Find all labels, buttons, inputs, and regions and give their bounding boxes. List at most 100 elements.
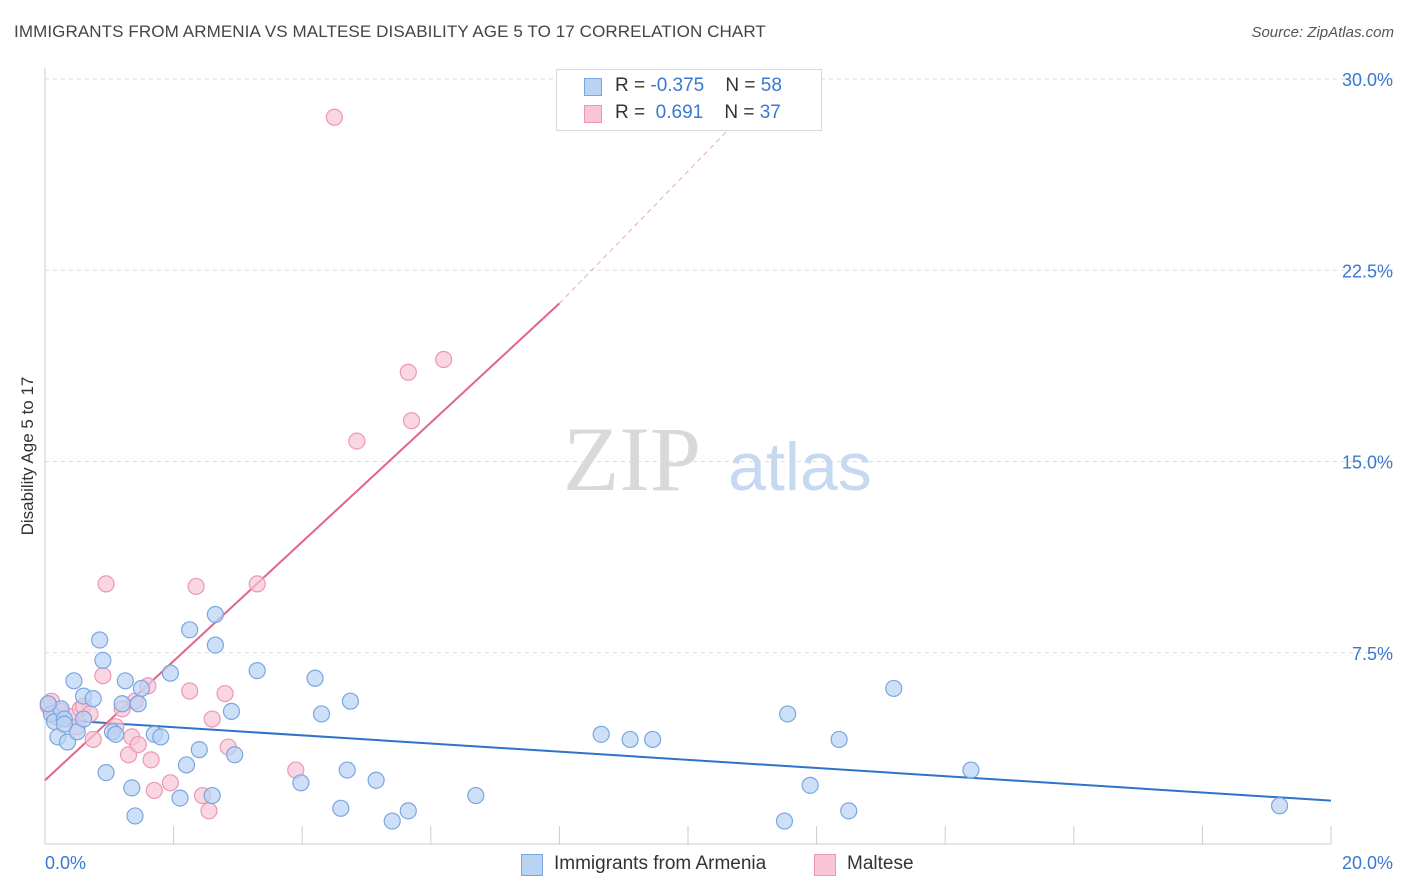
y-tick-label: 15.0% bbox=[1342, 453, 1393, 473]
data-point bbox=[467, 786, 485, 805]
watermark-atlas: atlas bbox=[728, 429, 872, 505]
source-credit: Source: ZipAtlas.com bbox=[1251, 24, 1394, 41]
data-point bbox=[74, 710, 93, 728]
data-point bbox=[383, 812, 401, 830]
data-point bbox=[142, 751, 160, 769]
chart-title: IMMIGRANTS FROM ARMENIA VS MALTESE DISAB… bbox=[14, 22, 766, 41]
data-point bbox=[181, 682, 199, 700]
watermark-zip: ZIP bbox=[563, 408, 701, 510]
stats-n-value: 58 bbox=[760, 75, 782, 96]
data-point bbox=[116, 672, 134, 690]
data-point bbox=[187, 577, 205, 596]
data-point bbox=[312, 705, 331, 723]
legend-swatch-maltese bbox=[814, 854, 836, 876]
data-point bbox=[152, 728, 170, 746]
data-point bbox=[190, 741, 208, 759]
x-tick-label: 20.0% bbox=[1342, 853, 1393, 873]
data-point bbox=[113, 695, 131, 713]
data-point bbox=[94, 667, 112, 685]
data-point bbox=[248, 661, 266, 680]
data-point bbox=[222, 702, 241, 721]
data-point bbox=[348, 432, 366, 450]
stats-r-value: -0.375 bbox=[650, 75, 705, 96]
stats-r-label: R = bbox=[615, 102, 651, 123]
data-point bbox=[84, 730, 102, 749]
stats-swatch-armenia bbox=[584, 78, 602, 96]
data-point bbox=[621, 730, 639, 749]
legend-swatch-armenia bbox=[521, 854, 543, 876]
trend-extension-maltese bbox=[559, 124, 734, 304]
data-point bbox=[592, 725, 610, 743]
y-tick-label: 7.5% bbox=[1352, 644, 1393, 664]
data-point bbox=[644, 730, 662, 749]
stats-n-value: 37 bbox=[759, 102, 781, 123]
data-point bbox=[161, 774, 179, 792]
data-point bbox=[97, 763, 115, 782]
data-point bbox=[107, 725, 125, 743]
stats-r-label: R = bbox=[615, 75, 651, 96]
y-tick-label: 30.0% bbox=[1342, 70, 1393, 90]
data-point bbox=[885, 679, 903, 698]
legend-label-maltese: Maltese bbox=[847, 853, 914, 874]
data-point bbox=[126, 807, 144, 825]
data-point bbox=[55, 715, 73, 733]
data-point bbox=[399, 363, 417, 381]
points-maltese bbox=[39, 108, 453, 820]
watermark: ZIP atlas bbox=[563, 408, 872, 510]
y-axis-label: Disability Age 5 to 17 bbox=[18, 376, 37, 536]
data-point bbox=[1270, 797, 1289, 815]
data-point bbox=[367, 771, 385, 789]
data-point bbox=[132, 679, 151, 698]
data-point bbox=[84, 690, 102, 708]
data-point bbox=[181, 621, 199, 639]
data-point bbox=[94, 651, 112, 670]
data-point bbox=[171, 789, 189, 807]
data-point bbox=[161, 664, 179, 682]
stats-n-label: N = bbox=[724, 102, 760, 123]
data-point bbox=[206, 636, 224, 654]
data-point bbox=[216, 684, 234, 703]
legend-label-armenia: Immigrants from Armenia bbox=[554, 853, 767, 874]
data-point bbox=[840, 802, 858, 820]
data-point bbox=[306, 669, 324, 687]
data-point bbox=[775, 812, 794, 830]
data-point bbox=[206, 605, 224, 624]
x-tick-label: 0.0% bbox=[45, 853, 86, 873]
data-point bbox=[248, 575, 266, 593]
points-armenia bbox=[39, 605, 1289, 830]
grid-lines bbox=[45, 78, 1394, 654]
data-point bbox=[97, 575, 115, 593]
stats-swatch-maltese bbox=[584, 105, 602, 123]
data-point bbox=[399, 802, 417, 820]
data-point bbox=[145, 781, 163, 800]
stats-n-label: N = bbox=[725, 75, 761, 96]
tick-labels: 7.5% 15.0% 22.5% 30.0% 0.0% 20.0% bbox=[45, 70, 1393, 873]
data-point bbox=[129, 735, 147, 754]
data-point bbox=[203, 710, 221, 728]
data-point bbox=[65, 672, 83, 690]
data-point bbox=[830, 730, 848, 749]
data-point bbox=[129, 695, 147, 713]
data-point bbox=[338, 761, 356, 779]
data-point bbox=[779, 705, 797, 723]
data-point bbox=[435, 350, 453, 369]
stats-r-value: 0.691 bbox=[650, 102, 704, 123]
data-point bbox=[200, 802, 218, 820]
data-point bbox=[962, 761, 980, 779]
data-point bbox=[341, 692, 360, 710]
data-point bbox=[332, 799, 350, 817]
data-point bbox=[402, 412, 421, 430]
data-point bbox=[801, 776, 819, 794]
data-point bbox=[292, 774, 310, 792]
stats-box: R = -0.375 N = 58 R = 0.691 N = 37 bbox=[556, 69, 822, 131]
data-point bbox=[91, 631, 109, 649]
trend-line-armenia bbox=[44, 718, 1332, 802]
data-point bbox=[325, 108, 343, 126]
data-point bbox=[203, 786, 221, 805]
data-point bbox=[226, 746, 244, 764]
data-point bbox=[177, 756, 196, 774]
y-tick-label: 22.5% bbox=[1342, 261, 1393, 281]
data-point bbox=[123, 779, 141, 797]
data-point bbox=[39, 695, 57, 713]
